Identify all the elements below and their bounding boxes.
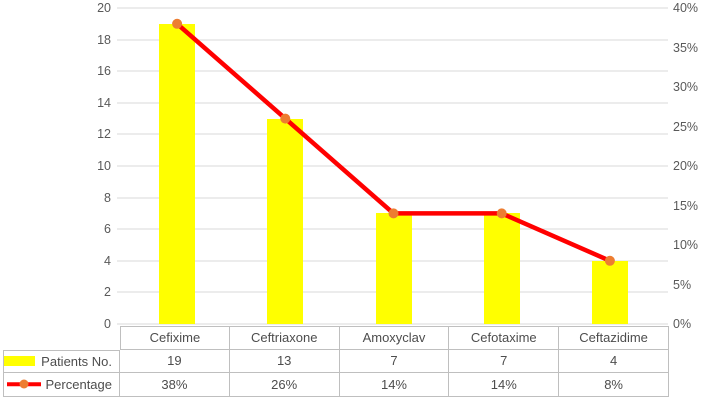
percentage-polyline xyxy=(174,21,613,264)
marker-ceftazidime xyxy=(604,255,615,266)
left-axis-tick-label: 18 xyxy=(97,32,111,47)
legend-label-percentage: Percentage xyxy=(45,376,113,392)
marker-cefixime xyxy=(172,18,183,29)
marker-amoxyclav xyxy=(388,208,399,219)
gridline xyxy=(117,323,668,325)
right-axis-tick-label: 5% xyxy=(673,277,692,292)
percentage-series-swatch-icon xyxy=(6,379,41,390)
table-value-percentage-ceftriaxone: 26% xyxy=(229,373,340,397)
left-axis: 20 18 16 14 12 10 8 6 4 2 0 xyxy=(0,1,111,331)
category-header-cefixime: Cefixime xyxy=(120,326,230,350)
right-axis-tick-label: 40% xyxy=(673,1,699,15)
right-axis-tick-label: 20% xyxy=(673,159,699,173)
bar-column-ceftriaxone xyxy=(231,8,339,324)
gridline xyxy=(117,133,668,135)
bar-series xyxy=(123,8,664,324)
bar-amoxyclav xyxy=(375,213,412,324)
gridline xyxy=(117,70,668,72)
gridline xyxy=(117,39,668,41)
table-value-percentage-ceftazidime: 8% xyxy=(559,373,669,397)
right-axis-tick-label: 35% xyxy=(673,40,699,55)
left-axis-tick-label: 10 xyxy=(97,159,111,173)
bar-ceftriaxone xyxy=(267,118,304,324)
table-value-patients-ceftriaxone: 13 xyxy=(229,349,340,373)
marker-ceftriaxone xyxy=(280,113,291,124)
gridline xyxy=(117,102,668,104)
gridline xyxy=(117,197,668,199)
data-table: Cefixime Ceftriaxone Amoxyclav Cefotaxime Ce… xyxy=(3,326,669,397)
right-axis-tick-label: 25% xyxy=(673,119,699,134)
line-series xyxy=(172,18,615,266)
right-axis-tick-label: 30% xyxy=(673,80,699,94)
left-axis-tick-label: 8 xyxy=(104,190,111,205)
legend-key-patients: Patients No. xyxy=(3,349,120,373)
table-corner-blank xyxy=(3,326,120,350)
gridline xyxy=(117,7,668,9)
gridline xyxy=(117,165,668,167)
table-value-patients-amoxyclav: 7 xyxy=(339,349,450,373)
left-axis-tick-label: 2 xyxy=(104,285,111,300)
left-axis-tick-label: 14 xyxy=(97,95,111,110)
bar-column-ceftazidime xyxy=(556,8,664,324)
table-value-percentage-cefixime: 38% xyxy=(120,373,230,397)
bar-cefixime xyxy=(159,23,196,324)
left-axis-tick-label: 20 xyxy=(97,1,111,15)
category-header-ceftriaxone: Ceftriaxone xyxy=(229,326,340,350)
left-axis-tick-label: 12 xyxy=(97,127,111,142)
right-axis-tick-label: 15% xyxy=(673,198,699,213)
table-value-patients-cefixime: 19 xyxy=(120,349,230,373)
right-axis-tick-label: 10% xyxy=(673,238,699,252)
category-header-ceftazidime: Ceftazidime xyxy=(559,326,669,350)
left-axis-tick-label: 6 xyxy=(104,222,111,237)
bar-column-cefotaxime xyxy=(448,8,556,324)
plot-area xyxy=(123,8,664,324)
table-value-patients-cefotaxime: 7 xyxy=(449,349,560,373)
legend-key-percentage: Percentage xyxy=(3,373,120,397)
table-value-patients-ceftazidime: 4 xyxy=(559,349,669,373)
bar-cefotaxime xyxy=(483,213,520,324)
patients-series-swatch-icon xyxy=(4,356,36,367)
legend-label-patients: Patients No. xyxy=(41,353,112,369)
category-header-cefotaxime: Cefotaxime xyxy=(449,326,560,350)
right-axis: 40% 35% 30% 25% 20% 15% 10% 5% 0% xyxy=(673,1,709,331)
bar-column-amoxyclav xyxy=(339,8,447,324)
left-axis-tick-label: 16 xyxy=(97,64,111,79)
bar-column-cefixime xyxy=(123,8,231,324)
left-axis-tick-label: 0 xyxy=(104,317,111,331)
category-header-amoxyclav: Amoxyclav xyxy=(339,326,450,350)
bar-ceftazidime xyxy=(591,260,628,324)
table-value-percentage-cefotaxime: 14% xyxy=(449,373,560,397)
marker-cefotaxime xyxy=(496,208,507,219)
right-axis-tick-label: 0% xyxy=(673,317,692,331)
left-axis-tick-label: 4 xyxy=(104,253,111,268)
table-value-percentage-amoxyclav: 14% xyxy=(339,373,450,397)
